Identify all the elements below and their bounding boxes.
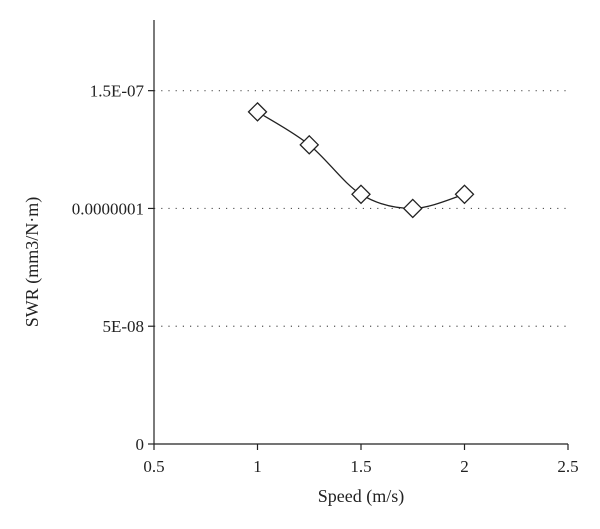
x-tick-label: 1 xyxy=(253,457,262,476)
x-tick-label: 2 xyxy=(460,457,469,476)
x-axis-title: Speed (m/s) xyxy=(318,486,404,507)
y-axis-title: SWR (mm3/N·m) xyxy=(22,197,43,328)
axes xyxy=(153,20,568,445)
series xyxy=(247,101,475,219)
y-tick-label: 1.5E-07 xyxy=(90,82,145,101)
data-point-marker xyxy=(454,184,475,205)
grid-lines xyxy=(154,90,568,327)
y-tick-label: 5E-08 xyxy=(102,317,144,336)
data-point-marker xyxy=(247,101,268,122)
x-tick-label: 1.5 xyxy=(350,457,371,476)
x-axis-ticks: 0.5 1 1.5 2 2.5 xyxy=(143,444,579,476)
x-tick-label: 0.5 xyxy=(143,457,164,476)
x-tick-label: 2.5 xyxy=(557,457,578,476)
data-point-marker xyxy=(299,134,320,155)
data-point-marker xyxy=(351,184,371,205)
y-tick-label: 0 xyxy=(136,435,145,454)
data-point-marker xyxy=(402,198,423,219)
y-axis-ticks: 0 5E-08 0.0000001 1.5E-07 xyxy=(72,82,154,454)
y-tick-label: 0.0000001 xyxy=(72,199,144,218)
